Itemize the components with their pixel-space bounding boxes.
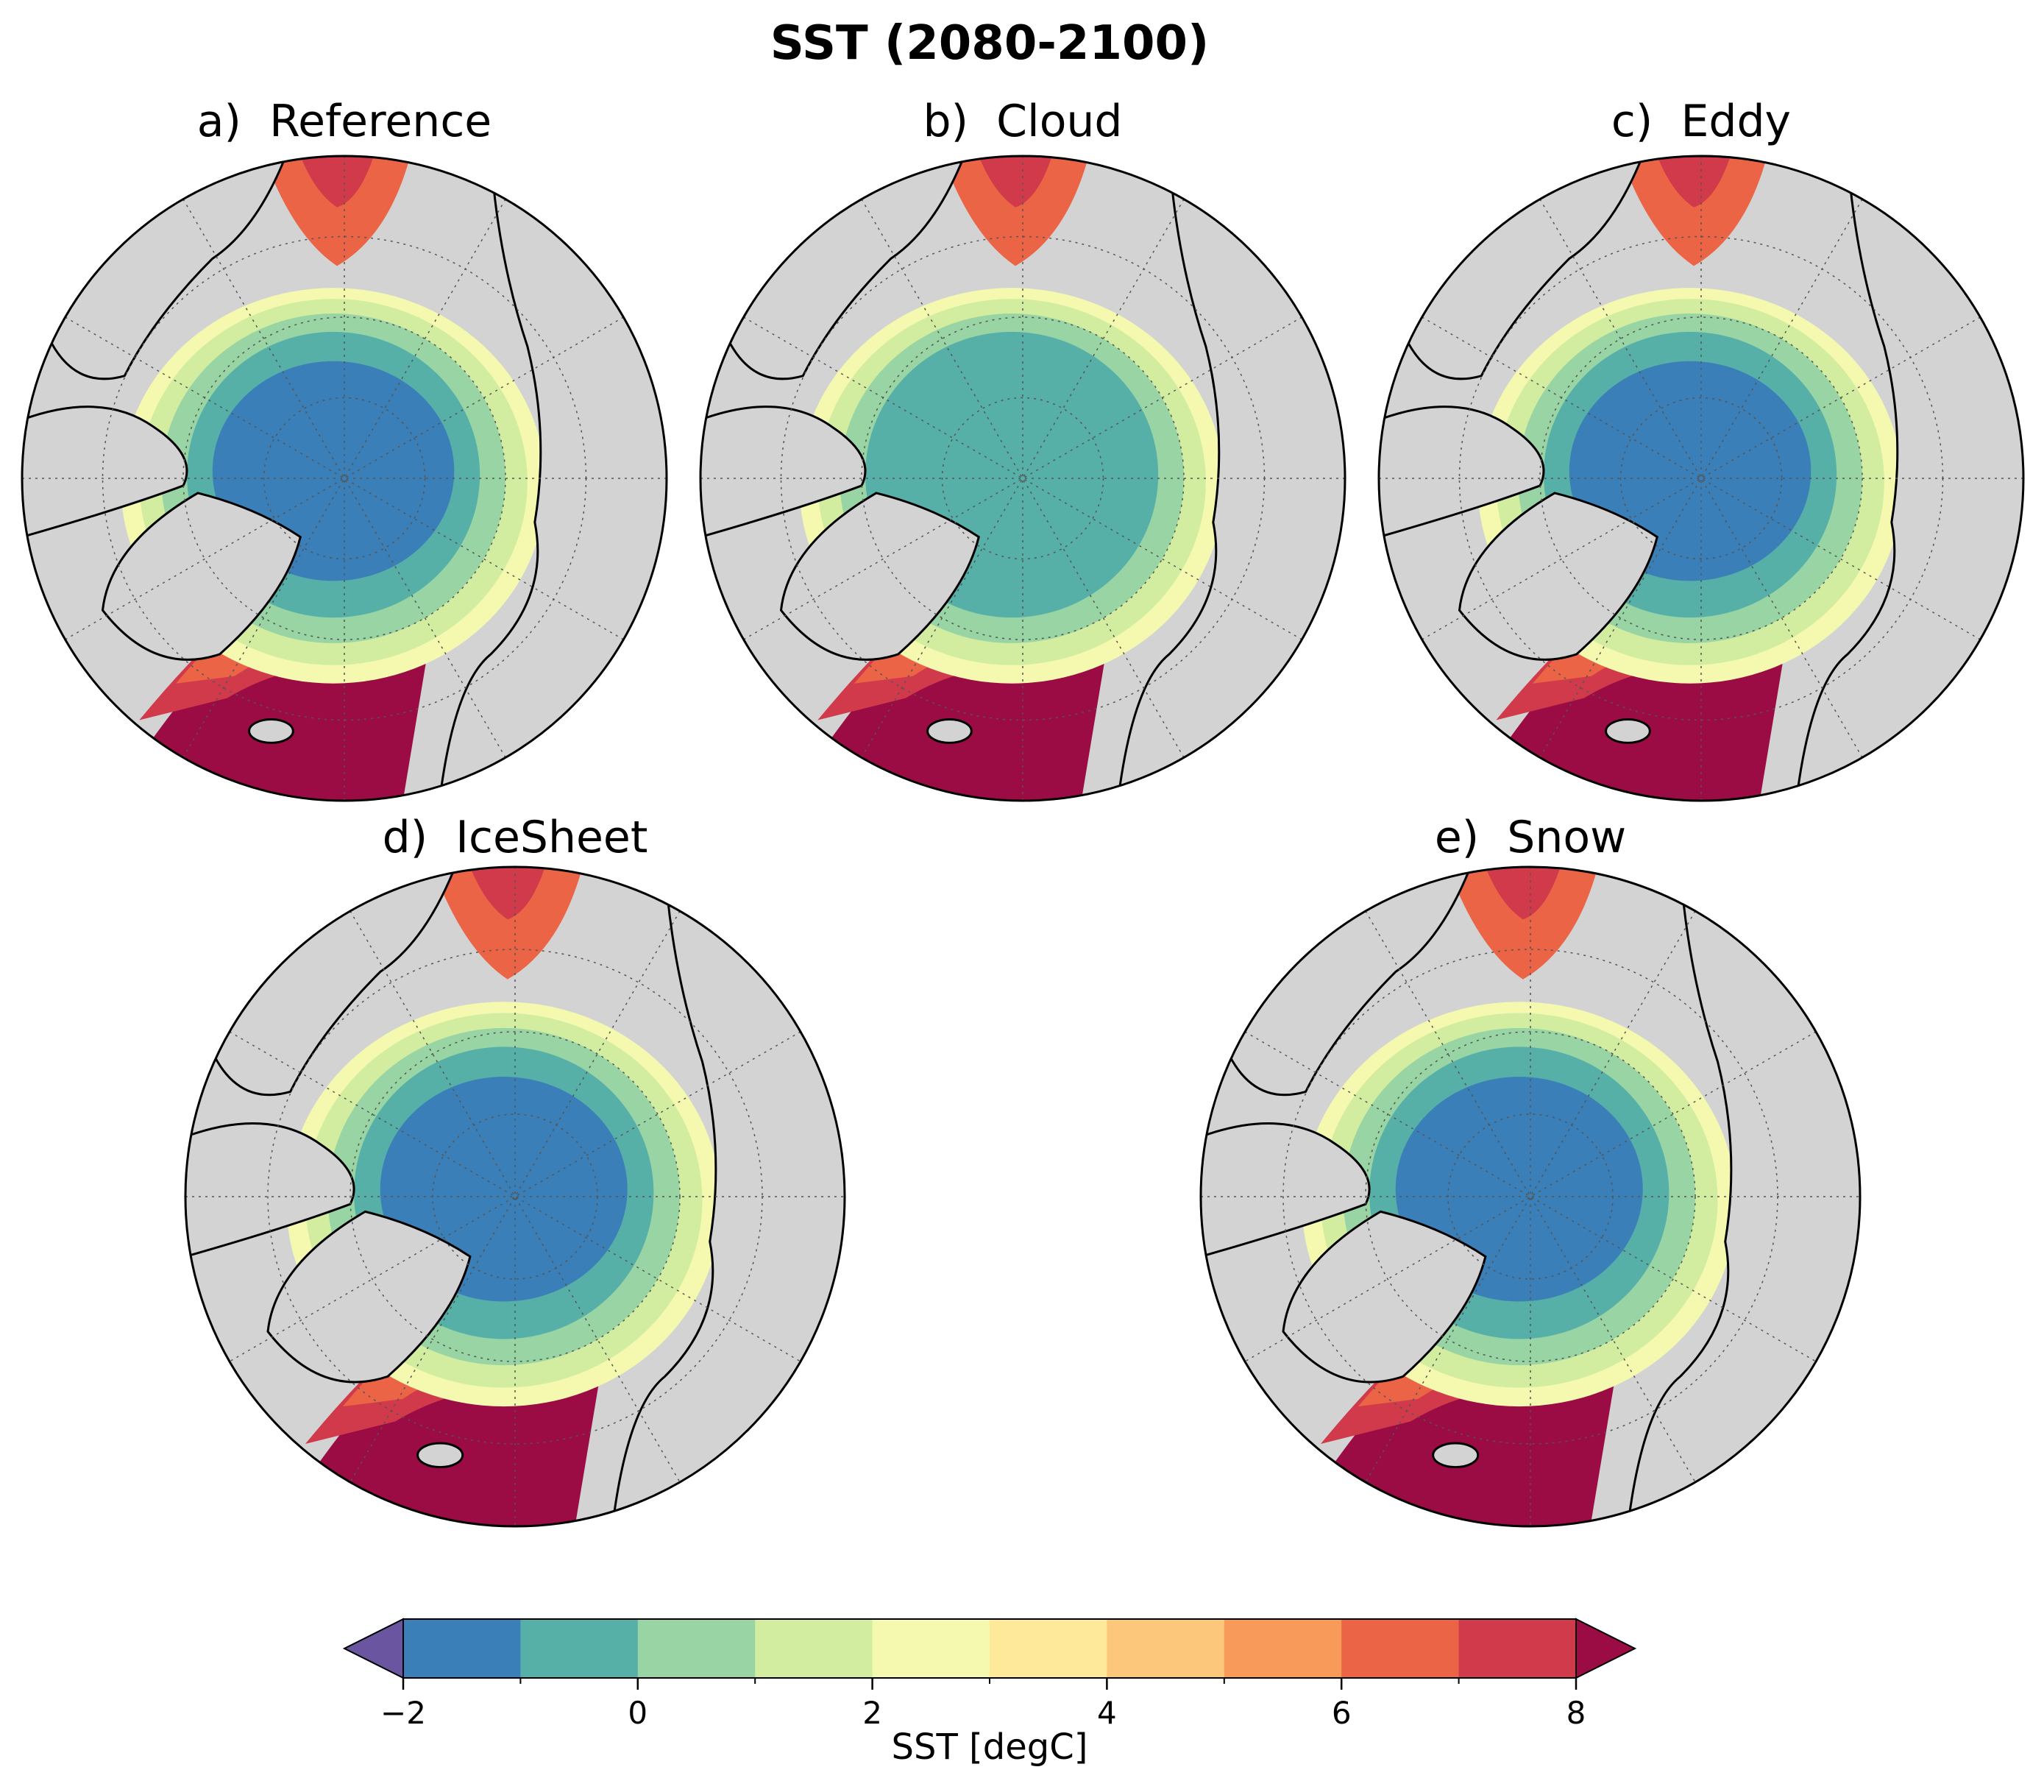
longitude-gridline <box>861 199 1185 758</box>
canadian-archipelago <box>185 1122 355 1258</box>
longitude-gridline <box>182 199 506 758</box>
greenland <box>266 1210 472 1384</box>
greenland <box>101 492 302 661</box>
panel-title: e) Snow <box>1435 812 1626 863</box>
greenland <box>1282 1210 1487 1384</box>
longitude-gridline <box>861 199 1185 758</box>
pacific-inlet <box>1448 867 1598 980</box>
pacific-inlet-core <box>979 156 1052 208</box>
colorbar-tick-label: 6 <box>1332 1695 1352 1731</box>
panel-title: a) Reference <box>197 96 492 147</box>
pacific-inlet <box>942 156 1089 266</box>
pacific-inlet <box>1620 156 1767 266</box>
colorbar-segment <box>403 1619 521 1678</box>
colorbar-under-triangle <box>342 1618 404 1679</box>
colorbar-segment <box>1107 1619 1225 1678</box>
colorbar-tick-label: 8 <box>1566 1695 1586 1731</box>
colorbar-segment <box>520 1619 639 1678</box>
latitude-gridline <box>1619 397 1783 560</box>
panel-title: d) IceSheet <box>383 812 648 863</box>
longitude-gridline <box>182 199 506 758</box>
iceland <box>926 718 973 744</box>
pacific-inlet-core <box>469 867 545 920</box>
greenland <box>1458 492 1658 661</box>
map-boundary <box>1377 155 2025 802</box>
map-boundary <box>21 155 668 802</box>
canadian-archipelago <box>1201 1122 1371 1258</box>
map-boundary <box>1199 865 1862 1528</box>
colorbar-segment <box>1458 1619 1577 1678</box>
latitude-gridline <box>263 397 426 560</box>
longitude-gridline <box>1422 316 1981 640</box>
colorbar-over-triangle <box>1575 1618 1637 1679</box>
pacific-inlet-core <box>1485 867 1561 920</box>
greenland <box>779 492 980 661</box>
iceland <box>248 718 294 744</box>
longitude-gridline <box>1422 316 1981 640</box>
map-panel-snow: e) Snow <box>1199 812 1862 1528</box>
latitude-gridline <box>941 397 1104 560</box>
latitude-gridline <box>1365 1031 1696 1362</box>
map-panel-cloud: b) Cloud <box>699 96 1346 802</box>
colorbar-tick-label: 0 <box>628 1695 647 1731</box>
longitude-gridline <box>1539 199 1863 758</box>
iceland <box>416 1442 464 1469</box>
pacific-inlet <box>263 156 411 266</box>
figure-title: SST (2080-2100) <box>770 16 1210 71</box>
colorbar-tick-label: 4 <box>1097 1695 1117 1731</box>
canadian-archipelago <box>22 405 188 539</box>
panel-title: b) Cloud <box>923 96 1122 147</box>
longitude-gridline <box>65 316 624 640</box>
pacific-inlet-core <box>1657 156 1731 208</box>
pacific-inlet <box>433 867 583 980</box>
longitude-gridline <box>65 316 624 640</box>
map-panel-reference: a) Reference <box>21 96 668 802</box>
canadian-archipelago <box>700 405 867 539</box>
map-panel-icesheet: d) IceSheet <box>184 812 846 1528</box>
canadian-archipelago <box>1379 405 1545 539</box>
colorbar: −2 0 2 4 6 8 <box>342 1618 1637 1731</box>
longitude-gridline <box>1539 199 1863 758</box>
map-boundary <box>699 155 1346 802</box>
iceland <box>1432 1442 1480 1469</box>
pacific-inlet-core <box>300 156 374 208</box>
colorbar-segment <box>1341 1619 1460 1678</box>
map-boundary <box>184 865 846 1528</box>
colorbar-segment <box>637 1619 756 1678</box>
colorbar-label: SST [degC] <box>892 1727 1088 1768</box>
longitude-gridline <box>743 316 1302 640</box>
longitude-gridline <box>743 316 1302 640</box>
colorbar-segment <box>755 1619 873 1678</box>
panel-title: c) Eddy <box>1611 96 1791 147</box>
colorbar-tick-label: −2 <box>380 1695 426 1731</box>
iceland <box>1605 718 1651 744</box>
colorbar-tick-label: 2 <box>862 1695 882 1731</box>
colorbar-segment <box>990 1619 1107 1678</box>
colorbar-segment <box>872 1619 990 1678</box>
map-panel-eddy: c) Eddy <box>1377 96 2025 802</box>
colorbar-segment <box>1224 1619 1342 1678</box>
latitude-gridline <box>349 1031 681 1362</box>
